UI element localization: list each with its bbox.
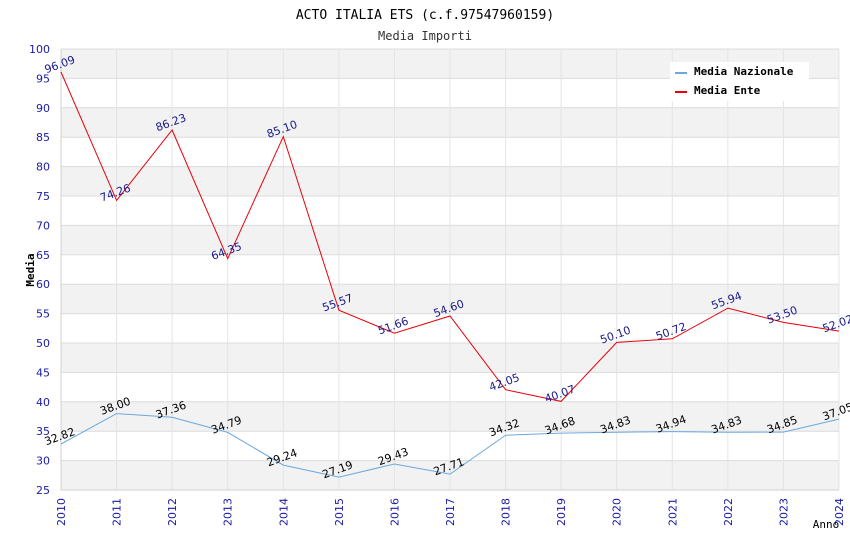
legend-label-media-ente: Media Ente [694, 84, 761, 97]
legend-box [670, 62, 809, 101]
y-tick-label: 75 [36, 190, 50, 203]
y-tick-label: 50 [36, 337, 50, 350]
x-tick-label: 2020 [611, 498, 624, 526]
axes [60, 49, 839, 491]
x-tick-label: 2011 [111, 498, 124, 526]
x-tick-label: 2021 [666, 498, 679, 526]
series-lines [60, 71, 840, 478]
x-tick-label: 2023 [777, 498, 790, 526]
x-tick-label: 2019 [555, 498, 568, 526]
y-tick-label: 80 [36, 161, 50, 174]
x-tick-label: 2024 [833, 498, 846, 526]
y-tick-label: 90 [36, 102, 50, 115]
y-tick-label: 70 [36, 219, 50, 232]
y-tick-label: 60 [36, 278, 50, 291]
y-tick-label: 85 [36, 131, 50, 144]
x-tick-label: 2014 [277, 498, 290, 526]
x-tick-label: 2013 [222, 498, 235, 526]
y-tick-labels: 25 30 35 40 45 50 55 60 65 70 75 80 85 90 95 100 [29, 43, 50, 497]
series-line-media-nazionale [60, 413, 840, 478]
series-line-media-ente [60, 71, 840, 402]
x-tick-label: 2018 [500, 498, 513, 526]
x-tick-label: 2012 [166, 498, 179, 526]
x-tick-label: 2015 [333, 498, 346, 526]
legend-label-media-nazionale: Media Nazionale [694, 65, 794, 78]
y-tick-label: 30 [36, 455, 50, 468]
y-tick-label: 25 [36, 484, 50, 497]
y-tick-label: 95 [36, 72, 50, 85]
x-tick-labels: 2010 2011 2012 2013 2014 2015 2016 2017 2018 2019… [55, 498, 846, 526]
legend: Media Nazionale Media Ente [670, 62, 809, 101]
y-tick-label: 40 [36, 396, 50, 409]
y-tick-label: 55 [36, 308, 50, 321]
y-tick-label: 100 [29, 43, 50, 56]
y-axis-label: Media [24, 253, 37, 286]
chart-subtitle: Media Importi [378, 29, 472, 43]
chart-title: ACTO ITALIA ETS (c.f.97547960159) [296, 8, 554, 23]
y-tick-label: 45 [36, 366, 50, 379]
x-tick-label: 2022 [722, 498, 735, 526]
x-axis-label: Anno [813, 518, 840, 531]
x-tick-label: 2010 [55, 498, 68, 526]
y-tick-label: 65 [36, 249, 50, 262]
x-tick-label: 2017 [444, 498, 457, 526]
y-tick-label: 35 [36, 425, 50, 438]
x-tick-label: 2016 [388, 498, 401, 526]
